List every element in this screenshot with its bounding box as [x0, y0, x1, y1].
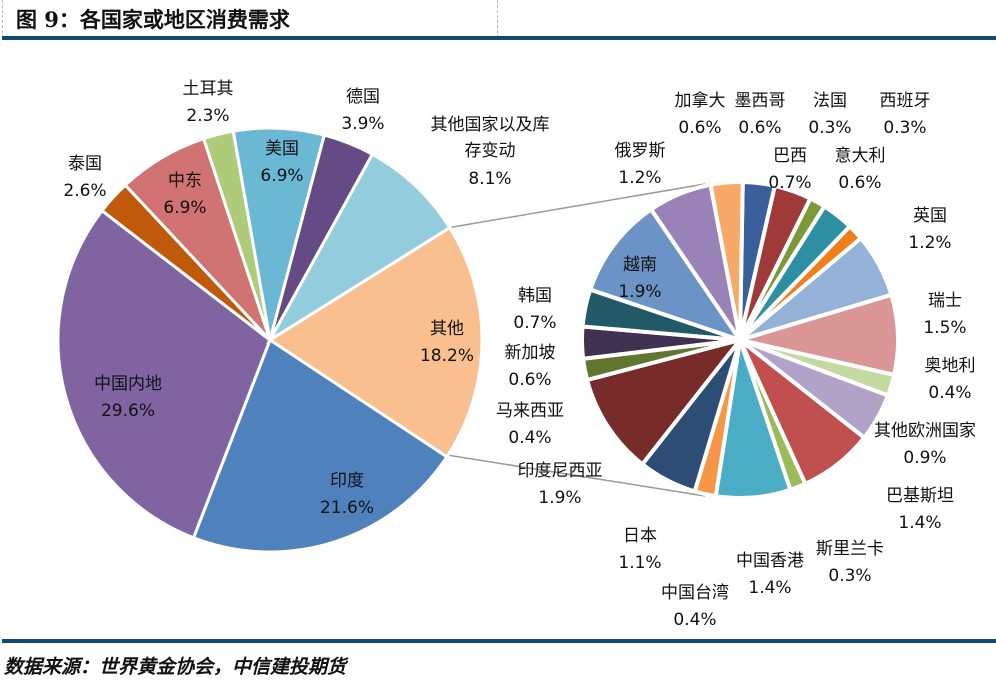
slice-label: 墨西哥: [735, 91, 786, 111]
connector-line: [446, 183, 706, 229]
slice-label: 马来西亚: [496, 401, 564, 421]
divider: [497, 0, 498, 38]
slice-value-label: 2.3%: [186, 106, 229, 126]
pie-slice: [56, 208, 272, 540]
slice-value-label: 0.6%: [738, 118, 781, 138]
slice-value-label: 0.9%: [903, 448, 946, 468]
top-rule: [2, 36, 996, 40]
slice-label: 土耳其: [183, 79, 234, 99]
slice-value-label: 1.9%: [618, 282, 661, 302]
slice-value-label: 0.4%: [928, 383, 971, 403]
slice-value-label: 1.4%: [748, 578, 791, 598]
connector-line: [446, 454, 706, 497]
source-note: 数据来源：世界黄金协会，中信建投期货: [4, 656, 347, 678]
slice-label: 美国: [265, 139, 299, 159]
slice-value-label: 0.7%: [513, 313, 556, 333]
slice-label: 印度尼西亚: [518, 461, 603, 481]
slice-value-label: 1.4%: [898, 513, 941, 533]
slice-label: 泰国: [68, 154, 102, 174]
slice-value-label: 21.6%: [320, 498, 374, 518]
slice-label: 中国香港: [736, 551, 804, 571]
slice-label: 斯里兰卡: [816, 539, 884, 559]
slice-label: 法国: [813, 91, 847, 111]
slice-label: 越南: [623, 255, 657, 275]
slice-value-label: 6.9%: [260, 166, 303, 186]
slice-value-label: 0.6%: [678, 118, 721, 138]
slice-value-label: 18.2%: [420, 346, 474, 366]
slice-label: 中东: [168, 171, 202, 191]
slice-value-label: 0.4%: [508, 428, 551, 448]
slice-value-label: 1.9%: [538, 488, 581, 508]
slice-value-label: 0.3%: [828, 566, 871, 586]
slice-value-label: 0.3%: [808, 118, 851, 138]
pie-slice: [191, 337, 449, 554]
slice-value-label: 0.4%: [673, 610, 716, 630]
slice-label: 其他欧洲国家: [874, 421, 976, 441]
slice-label: 印度: [330, 471, 364, 491]
slice-label: 俄罗斯: [615, 141, 666, 161]
pie-slice: [708, 180, 745, 341]
slice-label: 韩国: [518, 286, 552, 306]
slice-label: 存变动: [465, 141, 516, 161]
pie-slice: [267, 225, 484, 459]
divider: [2, 0, 3, 38]
slice-label: 奥地利: [925, 356, 976, 376]
slice-label: 巴西: [773, 146, 807, 166]
slice-value-label: 0.7%: [768, 173, 811, 193]
slice-value-label: 2.6%: [63, 181, 106, 201]
slice-label: 其他国家以及库: [431, 115, 550, 135]
slice-label: 西班牙: [880, 91, 931, 111]
slice-label: 中国内地: [94, 374, 162, 394]
slice-value-label: 0.3%: [883, 118, 926, 138]
slice-label: 英国: [913, 206, 947, 226]
figure-title: 图 9：各国家或地区消费需求: [16, 7, 290, 32]
slice-value-label: 1.1%: [618, 553, 661, 573]
slice-label: 巴基斯坦: [886, 486, 954, 506]
slice-label: 日本: [623, 526, 657, 546]
slice-value-label: 1.2%: [908, 233, 951, 253]
slice-label: 德国: [346, 87, 380, 107]
slice-value-label: 0.6%: [838, 173, 881, 193]
slice-label: 意大利: [835, 146, 886, 166]
slice-value-label: 3.9%: [341, 114, 384, 134]
slice-value-label: 8.1%: [468, 169, 511, 189]
slice-label: 加拿大: [675, 90, 726, 111]
bottom-rule: [2, 639, 996, 643]
slice-label: 瑞士: [928, 291, 962, 311]
slice-label: 其他: [430, 319, 464, 339]
slice-label: 新加坡: [505, 343, 556, 363]
pie-of-pie-chart: 其他 18.2% 印度 21.6% 中国内地 29.6% 泰国 2.6% 中东 6.9% 土耳其 2.…: [56, 79, 976, 630]
slice-value-label: 29.6%: [101, 401, 155, 421]
pie-slice: [265, 152, 452, 345]
slice-label: 中国台湾: [661, 583, 729, 603]
slice-value-label: 6.9%: [163, 198, 206, 218]
slice-value-label: 1.2%: [618, 168, 661, 188]
slice-value-label: 0.6%: [508, 370, 551, 390]
slice-value-label: 1.5%: [923, 318, 966, 338]
pie-slice: [587, 206, 745, 344]
